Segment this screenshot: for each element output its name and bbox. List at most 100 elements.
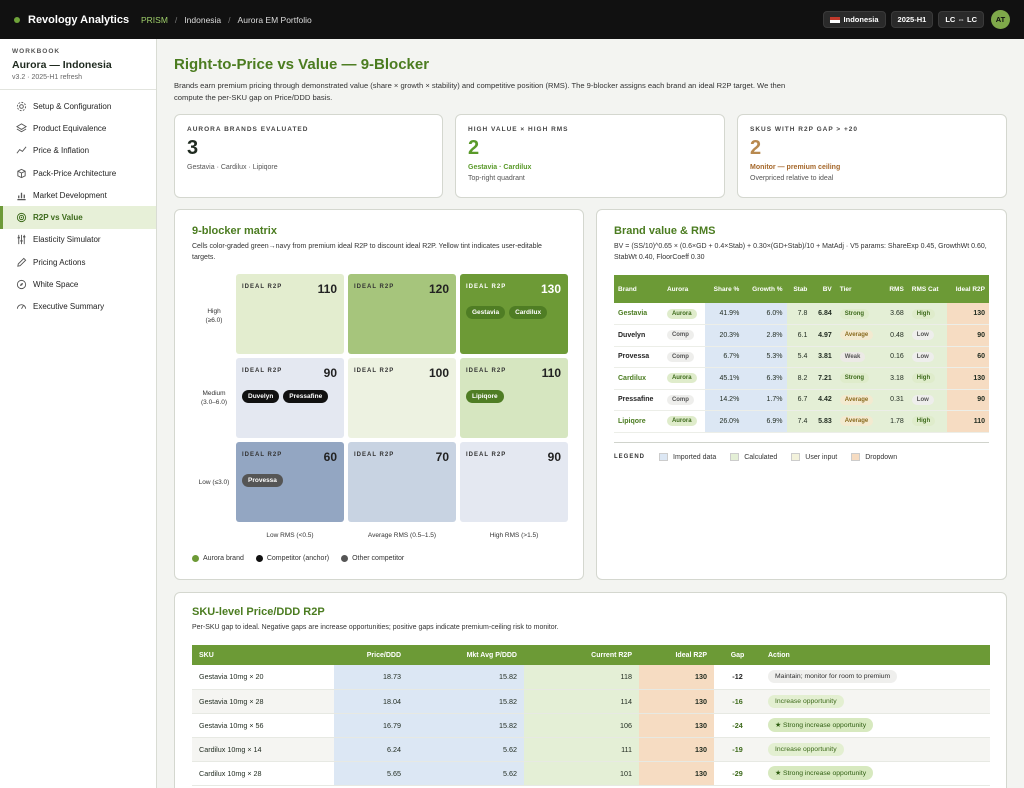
column-header[interactable]: Tier [835, 275, 883, 303]
ideal-r2p-cell[interactable]: 90 [946, 389, 989, 411]
action-chip[interactable]: Maintain; monitor for room to premium [768, 670, 898, 684]
sidebar-item-setup-configuration[interactable]: Setup & Configuration [0, 95, 156, 117]
sidebar-item-pack-price-architecture[interactable]: Pack-Price Architecture [0, 162, 156, 184]
matrix-cell[interactable]: IDEAL R2P 100 [348, 358, 456, 438]
column-header[interactable]: Aurora [662, 275, 706, 303]
sidebar-item-market-development[interactable]: Market Development [0, 184, 156, 206]
matrix-cell[interactable]: IDEAL R2P 90 Duvelyn Pressafine [236, 358, 344, 438]
matrix-row-label: High (≥6.0) [189, 307, 239, 325]
column-header[interactable]: Ideal R2P [946, 275, 989, 303]
action-chip[interactable]: Increase opportunity [768, 694, 844, 708]
table-row[interactable]: Cardilux 10mg × 28 5.65 5.62 101 130 -29 ★ Str… [192, 761, 990, 786]
ideal-r2p-cell[interactable]: 130 [946, 367, 989, 390]
matrix-legend: Aurora brand Competitor (anchor) Other com… [192, 555, 404, 562]
sidebar-item-price-inflation[interactable]: Price & Inflation [0, 140, 156, 162]
column-header[interactable]: Mkt Avg P/DDD [408, 645, 524, 665]
brand-tag[interactable]: Cardilux [509, 306, 548, 319]
column-header[interactable]: BV [811, 275, 836, 303]
owner-chip[interactable]: Comp [666, 394, 694, 405]
app-logo[interactable]: Revology Analytics [14, 14, 141, 26]
target-icon [15, 212, 27, 224]
column-header[interactable]: Brand [614, 275, 663, 303]
action-chip[interactable]: Increase opportunity [768, 742, 844, 756]
owner-chip[interactable]: Aurora [666, 308, 697, 319]
stab-cell: 6.7 [786, 389, 812, 411]
ideal-r2p-cell[interactable]: 60 [946, 346, 989, 368]
legend-label: Other competitor [352, 555, 405, 562]
table-row[interactable]: Cardilux 10mg × 14 6.24 5.62 111 130 -19 Incre… [192, 737, 990, 762]
sidebar-item-label: Pricing Actions [33, 257, 86, 267]
sidebar-item-elasticity-simulator[interactable]: Elasticity Simulator [0, 229, 156, 251]
sidebar-item-r2p-vs-value[interactable]: R2P vs Value [0, 206, 156, 229]
matrix-cell[interactable]: IDEAL R2P 60 Provessa [236, 442, 344, 522]
table-row[interactable]: Lipiqore Aurora 26.0% 6.9% 7.4 5.83 Average 1.7… [614, 410, 989, 433]
stab-cell: 8.2 [786, 367, 812, 390]
owner-chip[interactable]: Aurora [666, 416, 697, 427]
breadcrumb-item-prism[interactable]: PRISM [141, 14, 168, 25]
table-row[interactable]: Gestavia Aurora 41.9% 6.0% 7.8 6.84 Strong 3.68… [614, 303, 989, 325]
user-avatar[interactable]: AT [991, 10, 1010, 29]
legend-label: Competitor (anchor) [266, 555, 330, 562]
table-row[interactable]: Pressafine Comp 14.2% 1.7% 6.7 4.42 Average 0.3… [614, 389, 989, 411]
table-row[interactable]: Gestavia 10mg × 20 18.73 15.82 118 130 -12 Mai… [192, 665, 990, 690]
action-chip[interactable]: ★ Strong increase opportunity [768, 766, 874, 780]
country-selector[interactable]: Indonesia [822, 11, 886, 28]
column-header[interactable]: Current R2P [524, 645, 639, 665]
column-header[interactable]: Action [761, 645, 990, 665]
currency-toggle[interactable]: LC ⇔ LC [938, 11, 984, 28]
column-header[interactable]: Stab [786, 275, 812, 303]
sidebar: WORKBOOK Aurora — Indonesia v3.2 · 2025-… [0, 39, 157, 788]
legend-swatch [791, 453, 801, 461]
indonesia-flag-icon [829, 16, 840, 23]
action-chip[interactable]: ★ Strong increase opportunity [768, 718, 874, 732]
brand-value-legend: LEGEND Imported data Calculated User input D… [614, 453, 911, 461]
ideal-r2p-cell[interactable]: 90 [946, 324, 989, 347]
column-header[interactable]: Growth % [743, 275, 787, 303]
column-header[interactable]: Share % [705, 275, 744, 303]
ideal-r2p-cell[interactable]: 110 [946, 410, 989, 433]
matrix-cell[interactable]: IDEAL R2P 90 [460, 442, 568, 522]
legend-item: Calculated [730, 453, 777, 461]
rms-cat-chip: High [911, 373, 936, 384]
owner-chip[interactable]: Comp [666, 330, 694, 341]
sidebar-item-executive-summary[interactable]: Executive Summary [0, 296, 156, 318]
share-cell: 20.3% [705, 324, 744, 347]
brand-tag[interactable]: Lipiqore [466, 390, 504, 403]
breadcrumb-item-country[interactable]: Indonesia [184, 14, 222, 25]
share-cell: 6.7% [705, 346, 744, 368]
owner-chip[interactable]: Comp [666, 351, 694, 362]
column-header[interactable]: Price/DDD [334, 645, 408, 665]
ideal-r2p-cell[interactable]: 130 [946, 303, 989, 325]
rms-cell: 3.68 [882, 303, 908, 325]
owner-chip[interactable]: Aurora [666, 373, 697, 384]
rms-cell: 3.18 [882, 367, 908, 390]
brand-tag[interactable]: Gestavia [466, 306, 506, 319]
sidebar-item-white-space[interactable]: White Space [0, 273, 156, 295]
matrix-cell[interactable]: IDEAL R2P 130 Gestavia Cardilux [460, 274, 568, 354]
column-header[interactable]: Ideal R2P [639, 645, 714, 665]
legend-title: LEGEND [614, 454, 646, 460]
brand-tag[interactable]: Duvelyn [242, 390, 280, 403]
table-row[interactable]: Duvelyn Comp 20.3% 2.8% 6.1 4.97 Average 0.48 Lo… [614, 324, 989, 347]
column-header[interactable]: RMS Cat [907, 275, 947, 303]
column-header[interactable]: RMS [882, 275, 908, 303]
brand-tag[interactable]: Provessa [242, 474, 283, 487]
matrix-cell[interactable]: IDEAL R2P 110 [236, 274, 344, 354]
sidebar-item-pricing-actions[interactable]: Pricing Actions [0, 251, 156, 273]
matrix-cell[interactable]: IDEAL R2P 110 Lipiqore [460, 358, 568, 438]
matrix-cell[interactable]: IDEAL R2P 70 [348, 442, 456, 522]
share-cell: 14.2% [705, 389, 744, 411]
rms-cat-cell: High [907, 367, 947, 390]
growth-cell: 6.3% [743, 367, 787, 390]
table-row[interactable]: Gestavia 10mg × 56 16.79 15.82 106 130 -24 ★ S… [192, 713, 990, 738]
brand-tag[interactable]: Pressafine [283, 390, 329, 403]
breadcrumb-item-portfolio[interactable]: Aurora EM Portfolio [237, 14, 312, 25]
table-row[interactable]: Cardilux Aurora 45.1% 6.3% 8.2 7.21 Strong 3.18… [614, 367, 989, 390]
table-row[interactable]: Provessa Comp 6.7% 5.3% 5.4 3.81 Weak 0.16 Low 60 [614, 346, 989, 368]
sidebar-item-product-equivalence[interactable]: Product Equivalence [0, 117, 156, 139]
column-header[interactable]: Gap [714, 645, 761, 665]
period-selector[interactable]: 2025-H1 [890, 11, 934, 28]
matrix-cell[interactable]: IDEAL R2P 120 [348, 274, 456, 354]
table-row[interactable]: Gestavia 10mg × 28 18.04 15.82 114 130 -16 Inc… [192, 689, 990, 714]
column-header[interactable]: SKU [192, 645, 334, 665]
